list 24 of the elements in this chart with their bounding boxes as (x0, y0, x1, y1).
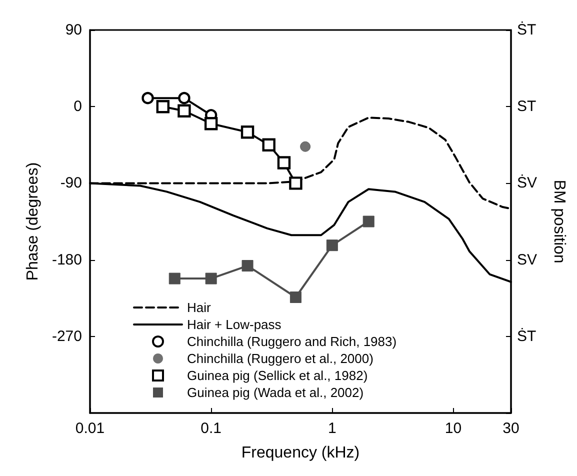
y-tick-label: 0 (74, 98, 82, 116)
y-tick-label: -270 (52, 328, 82, 345)
y-tick-label: 90 (65, 22, 82, 38)
legend-label: Guinea pig (Sellick et al., 1982) (187, 368, 368, 383)
y-tick-label: -180 (52, 251, 82, 268)
x-tick-label: 1 (328, 420, 336, 437)
x-tick-label: 30 (502, 420, 520, 437)
legend-label: Hair (187, 300, 212, 315)
y-axis-title: Phase (degrees) (24, 162, 42, 281)
legend-label: Hair + Low-pass (187, 317, 282, 332)
category-label: ṠT (517, 22, 536, 38)
legend-label: Chinchilla (Ruggero et al., 2000) (187, 351, 374, 366)
x-tick-label: 10 (444, 420, 462, 437)
x-axis-title: Frequency (kHz) (241, 444, 360, 462)
x-tick-label: 0.01 (75, 420, 105, 437)
x-tick-label: 0.1 (200, 420, 222, 437)
y2-axis-title: BM position (550, 180, 568, 264)
category-label: ṠV (517, 174, 538, 192)
legend-label: Chinchilla (Ruggero and Rich, 1983) (187, 334, 397, 349)
legend-label: Guinea pig (Wada et al., 2002) (187, 385, 364, 400)
category-label: ṠT (517, 328, 536, 345)
y-tick-label: -90 (60, 174, 82, 192)
category-label: SV (517, 251, 538, 268)
category-label: ST (517, 98, 536, 116)
